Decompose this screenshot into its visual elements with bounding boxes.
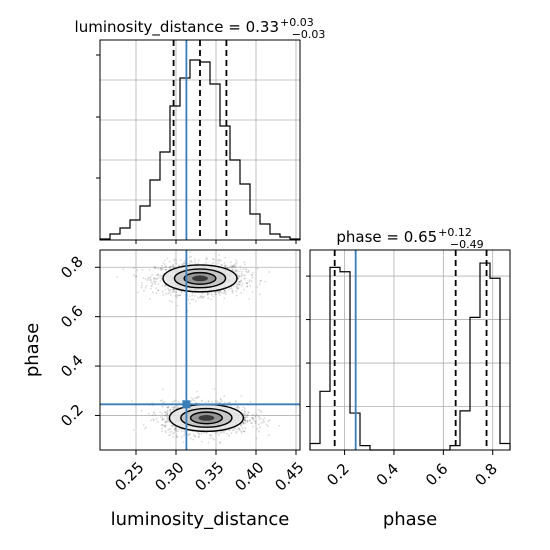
phase-xtick-label-0: 0.2 xyxy=(323,460,353,490)
ylabel-phase: phase xyxy=(22,323,43,377)
phase-ytick-label-0: 0.2 xyxy=(57,401,87,431)
phase-frame xyxy=(309,249,511,451)
phase-histogram xyxy=(309,262,511,451)
xlabel-phase: phase xyxy=(383,509,437,530)
phase-xtick-label-2: 0.6 xyxy=(422,460,452,490)
dist-frame xyxy=(99,39,301,241)
joint-contour-1-3 xyxy=(198,415,215,421)
title-phase: phase = 0.65+0.12 −0.49 xyxy=(336,226,483,251)
phase-ytick-label-1: 0.4 xyxy=(57,351,87,381)
phase-xtick-label-1: 0.4 xyxy=(373,460,403,490)
joint-frame xyxy=(99,249,301,451)
phase-ytick-label-2: 0.6 xyxy=(57,302,87,332)
dist-xtick-label-2: 0.35 xyxy=(191,458,227,494)
phase-xtick-label-3: 0.8 xyxy=(471,460,501,490)
dist-xtick-label-1: 0.30 xyxy=(151,458,187,494)
joint-contour-0-3 xyxy=(192,275,208,282)
dist-xtick-label-0: 0.25 xyxy=(111,458,147,494)
dist-xtick-label-4: 0.45 xyxy=(271,458,307,494)
joint-truth-marker xyxy=(182,400,191,409)
xlabel-luminosity-distance: luminosity_distance xyxy=(111,509,290,530)
dist-xtick-label-3: 0.40 xyxy=(231,458,267,494)
title-luminosity-distance: luminosity_distance = 0.33+0.03 −0.03 xyxy=(75,16,326,41)
phase-ytick-label-3: 0.8 xyxy=(57,252,87,282)
